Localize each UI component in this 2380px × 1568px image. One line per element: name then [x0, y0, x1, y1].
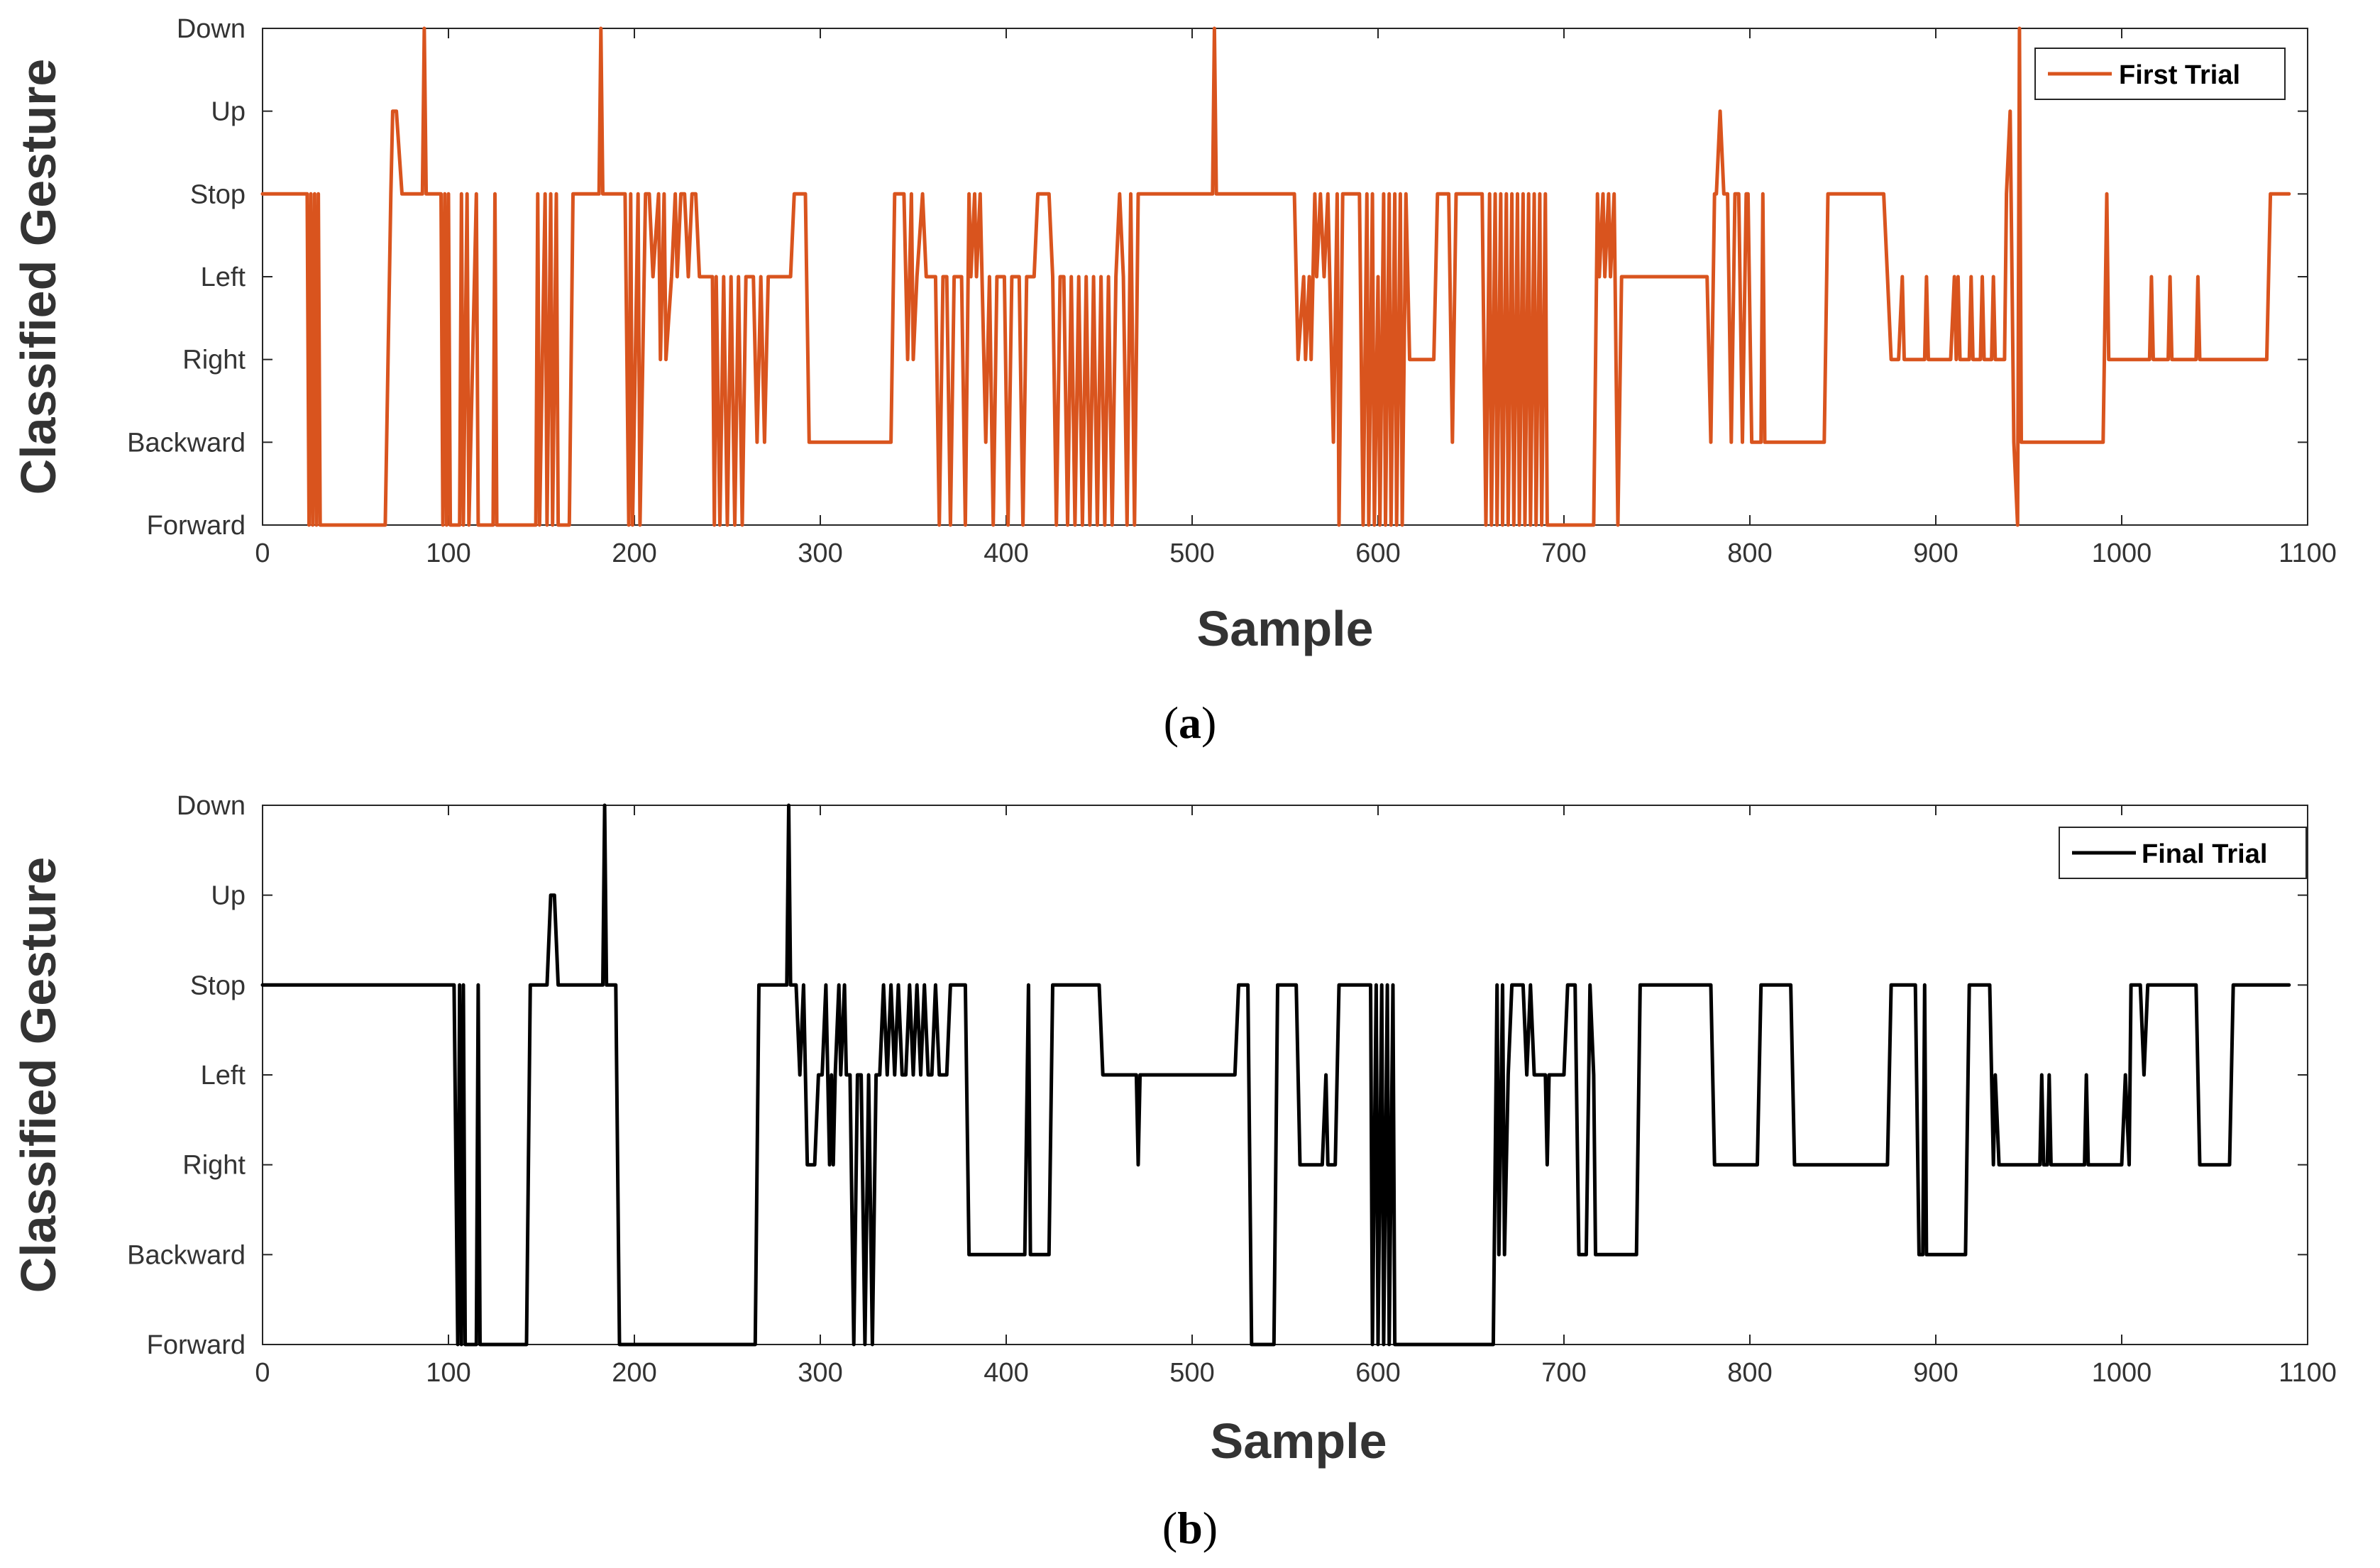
x-tick-label: 800 — [1727, 1358, 1772, 1388]
x-tick-label: 0 — [255, 539, 270, 568]
y-tick-label: Forward — [147, 1330, 246, 1360]
plot-frame-b — [262, 805, 2308, 1345]
x-tick-label: 600 — [1355, 1358, 1400, 1388]
x-tick-label: 1000 — [2092, 1358, 2152, 1388]
y-tick-label: Stop — [190, 180, 246, 209]
series-a — [260, 26, 2291, 527]
legend-b: Final Trial — [2059, 827, 2307, 879]
legend-label-a: First Trial — [2119, 60, 2240, 90]
x-tick-label: 400 — [984, 539, 1028, 568]
y-tick-label: Backward — [127, 1240, 246, 1270]
x-tick-label: 900 — [1913, 539, 1958, 568]
legend-a: First Trial — [2034, 48, 2286, 100]
y-tick-label: Down — [177, 791, 246, 821]
y-tick-label: Down — [177, 14, 246, 44]
y-tick-label: Right — [182, 346, 246, 375]
y-tick-label: Left — [201, 263, 246, 292]
x-tick-label: 700 — [1541, 1358, 1586, 1388]
y-tick-label: Up — [211, 881, 246, 911]
x-tick-label: 1100 — [2279, 539, 2337, 568]
y-tick-label: Forward — [147, 511, 246, 541]
panel-label-b: (b) — [1162, 1503, 1218, 1553]
y-tick-label: Backward — [127, 428, 246, 458]
series-b — [260, 803, 2291, 1347]
x-tick-label: 200 — [612, 539, 656, 568]
x-tick-label: 700 — [1541, 539, 1586, 568]
x-tick-label: 500 — [1169, 539, 1214, 568]
x-tick-label: 1000 — [2092, 539, 2152, 568]
series-line-a — [260, 26, 2291, 527]
x-tick-label: 200 — [612, 1358, 656, 1388]
x-tick-label: 300 — [798, 1358, 842, 1388]
legend-label-b: Final Trial — [2142, 839, 2267, 869]
y-axis-label-a: Classified Gesture — [11, 59, 66, 495]
x-tick-label: 1100 — [2279, 1358, 2337, 1388]
x-tick-label: 100 — [426, 1358, 470, 1388]
y-tick-label: Stop — [190, 971, 246, 1000]
axes-a: Forward Backward Right Left Stop Up Down 0 100 20… — [127, 14, 2337, 568]
panel-b: Forward Backward Right Left Stop Up Down 0 100 20… — [11, 791, 2337, 1553]
x-tick-label: 900 — [1913, 1358, 1958, 1388]
y-tick-label: Up — [211, 97, 246, 127]
x-axis-label-b: Sample — [1211, 1413, 1387, 1469]
x-tick-label: 100 — [426, 539, 470, 568]
x-tick-label: 400 — [984, 1358, 1028, 1388]
x-tick-label: 0 — [255, 1358, 270, 1388]
x-tick-label: 500 — [1169, 1358, 1214, 1388]
panel-label-a: (a) — [1164, 697, 1217, 748]
y-tick-label: Left — [201, 1061, 246, 1091]
panel-a: Forward Backward Right Left Stop Up Down 0 100 20… — [11, 14, 2337, 748]
x-axis-label-a: Sample — [1197, 601, 1374, 656]
x-tick-label: 300 — [798, 539, 842, 568]
x-tick-label: 600 — [1355, 539, 1400, 568]
x-tick-label: 800 — [1727, 539, 1772, 568]
y-tick-label: Right — [182, 1151, 246, 1181]
series-line-b — [260, 803, 2291, 1347]
y-axis-label-b: Classified Gesture — [11, 857, 66, 1293]
axes-b: Forward Backward Right Left Stop Up Down 0 100 20… — [127, 791, 2337, 1388]
